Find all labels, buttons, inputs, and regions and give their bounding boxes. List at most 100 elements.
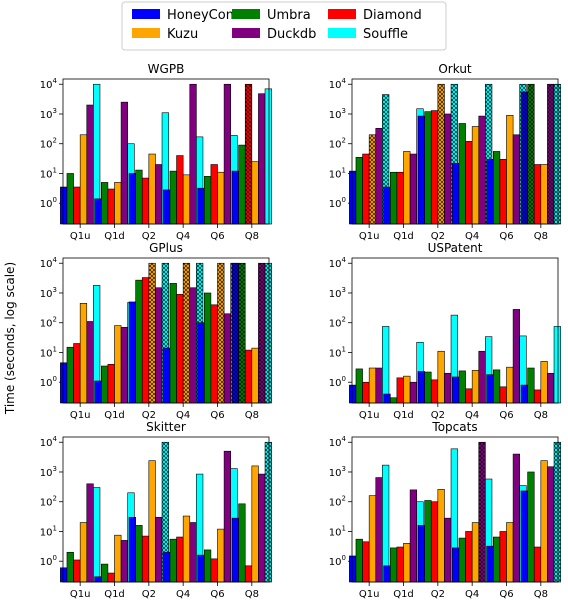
y-tick-label-orkut-3: 103 xyxy=(329,107,346,121)
bar-orkut-q4-diamond xyxy=(465,141,473,225)
bar-hatch-orkut-q1u-souffle xyxy=(382,94,389,224)
bar-topcats-q8-kuzu xyxy=(540,460,548,583)
bar-orkut-q2-diamond xyxy=(430,110,439,225)
bar-topcats-q4-umbra xyxy=(458,537,466,583)
x-tick-label-topcats-q1u: Q1u xyxy=(359,589,380,600)
bar-topcats-q2-umbra xyxy=(424,500,432,583)
x-tick-label-skitter-q1d: Q1d xyxy=(104,589,125,600)
bar-wgpb-q1d-duckdb xyxy=(120,101,128,225)
legend-swatch-souffle xyxy=(328,28,356,38)
bar-skitter-q2-duckdb xyxy=(155,516,163,583)
bar-uspatent-q2-honeycomb xyxy=(417,371,425,404)
panel-title-uspatent: USPatent xyxy=(428,241,483,255)
panel-topcats: Topcats 100 101 102 103 104 Q1u Q1d Q2 Q4 Q6 Q8 xyxy=(329,420,561,600)
bar-gplus-q2-umbra xyxy=(135,279,143,404)
y-tick-label-skitter-3: 103 xyxy=(40,465,57,479)
x-tick-label-wgpb-q1u: Q1u xyxy=(70,231,91,242)
y-tick-label-wgpb-3: 103 xyxy=(40,107,57,121)
y-tick-label-wgpb-1: 101 xyxy=(40,166,57,180)
bar-uspatent-q6-diamond xyxy=(499,386,507,404)
bar-orkut-q1u-umbra xyxy=(355,156,363,225)
bar-skitter-q1u-duckdb xyxy=(86,483,94,583)
bar-wgpb-q4-duckdb xyxy=(189,83,197,225)
y-tick-label-gplus-3: 103 xyxy=(40,286,57,300)
bar-wgpb-q4-kuzu xyxy=(182,174,191,225)
bar-orkut-q4-duckdb xyxy=(478,115,486,225)
bar-hatch-gplus-q2-kuzu xyxy=(148,263,156,403)
bar-topcats-q1u-souffle xyxy=(382,464,390,583)
bar-uspatent-q4-diamond xyxy=(465,388,473,404)
bar-wgpb-q6-duckdb xyxy=(223,83,232,225)
bar-skitter-q1d-diamond xyxy=(107,572,115,583)
bar-topcats-q6-duckdb xyxy=(512,453,520,583)
legend-swatch-kuzu xyxy=(132,28,160,38)
x-tick-label-uspatent-q8: Q8 xyxy=(534,410,548,421)
bar-topcats-q1u-duckdb xyxy=(375,477,383,583)
bar-skitter-q8-umbra xyxy=(238,503,246,583)
panel-frame-uspatent xyxy=(351,257,559,404)
bar-uspatent-q6-duckdb xyxy=(512,309,520,404)
bar-wgpb-q1u-duckdb xyxy=(86,104,94,225)
bar-orkut-q2-duckdb xyxy=(444,113,452,225)
x-tick-label-gplus-q4: Q4 xyxy=(176,410,190,421)
bar-gplus-q4-umbra xyxy=(169,283,177,404)
x-tick-label-wgpb-q2: Q2 xyxy=(142,231,156,242)
bar-skitter-q2-diamond xyxy=(141,535,150,583)
bar-topcats-q1d-honeycomb xyxy=(383,565,391,583)
bar-hatch-gplus-q8-honeycomb xyxy=(232,263,239,403)
bar-gplus-q1u-umbra xyxy=(66,346,74,404)
y-axis-label: Time (seconds, log scale) xyxy=(3,262,17,415)
y-tick-label-skitter-2: 102 xyxy=(40,495,57,509)
bar-hatch-gplus-q8-duckdb xyxy=(258,263,266,403)
bar-skitter-q6-honeycomb xyxy=(197,554,205,583)
bar-skitter-q8-honeycomb xyxy=(231,517,239,583)
y-tick-label-skitter-1: 101 xyxy=(40,524,57,538)
panel-title-gplus: GPlus xyxy=(149,241,183,255)
y-tick-label-wgpb-0: 100 xyxy=(40,196,57,210)
bar-orkut-q6-honeycomb xyxy=(486,158,494,225)
legend-label-diamond: Diamond xyxy=(363,8,422,23)
chart-panels: WGPB 100 101 102 103 104 Q1u Q1d Q2 Q4 Q6 Q8 Orkut 10… xyxy=(40,62,561,600)
bar-hatch-skitter-q2-souffle xyxy=(162,442,169,582)
bar-gplus-q2-honeycomb xyxy=(128,301,136,404)
x-tick-label-gplus-q1u: Q1u xyxy=(70,410,91,421)
bar-wgpb-q1u-diamond xyxy=(73,186,81,225)
panel-frame-wgpb xyxy=(62,78,270,225)
bar-skitter-q4-kuzu xyxy=(182,515,191,583)
bar-wgpb-q2-umbra xyxy=(135,169,143,225)
bar-uspatent-q1d-honeycomb xyxy=(383,393,391,404)
bar-topcats-q1d-umbra xyxy=(389,547,398,583)
bar-gplus-q2-duckdb xyxy=(155,287,163,404)
bar-skitter-q2-honeycomb xyxy=(128,516,136,583)
bar-wgpb-q6-honeycomb xyxy=(197,187,205,225)
bar-topcats-q2-kuzu xyxy=(437,489,445,583)
bar-hatch-gplus-q2-souffle xyxy=(162,263,169,403)
bar-wgpb-q1d-kuzu xyxy=(114,182,122,225)
bar-skitter-q1u-kuzu xyxy=(79,522,88,583)
y-tick-label-skitter-4: 104 xyxy=(40,435,58,449)
bar-orkut-q8-diamond xyxy=(533,164,542,225)
bar-skitter-q6-duckdb xyxy=(223,450,232,583)
bar-orkut-q1d-honeycomb xyxy=(383,186,391,225)
bar-wgpb-q6-umbra xyxy=(204,176,212,225)
bar-gplus-q1d-umbra xyxy=(101,365,109,404)
bar-uspatent-q8-kuzu xyxy=(540,361,548,404)
bar-orkut-q1u-diamond xyxy=(362,153,370,225)
bar-hatch-orkut-q8-duckdb xyxy=(547,84,555,224)
x-tick-label-wgpb-q6: Q6 xyxy=(210,231,224,242)
panel-gplus: GPlus 100 101 102 103 104 Q1u Q1d Q2 Q4 Q6 Q8 xyxy=(40,241,272,421)
bar-skitter-q2-kuzu xyxy=(148,460,156,583)
bar-gplus-q6-diamond xyxy=(210,304,218,404)
y-tick-label-uspatent-1: 101 xyxy=(329,345,346,359)
panel-title-orkut: Orkut xyxy=(438,62,472,76)
x-tick-label-topcats-q4: Q4 xyxy=(465,589,479,600)
x-tick-label-topcats-q8: Q8 xyxy=(534,589,548,600)
bar-orkut-q6-kuzu xyxy=(506,115,514,225)
bar-topcats-q4-kuzu xyxy=(471,522,480,583)
bar-gplus-q2-diamond xyxy=(141,277,150,404)
y-tick-label-topcats-1: 101 xyxy=(329,524,346,538)
bar-wgpb-q8-umbra xyxy=(238,144,246,225)
bar-orkut-q6-umbra xyxy=(492,151,501,225)
bar-uspatent-q1u-umbra xyxy=(355,368,363,404)
